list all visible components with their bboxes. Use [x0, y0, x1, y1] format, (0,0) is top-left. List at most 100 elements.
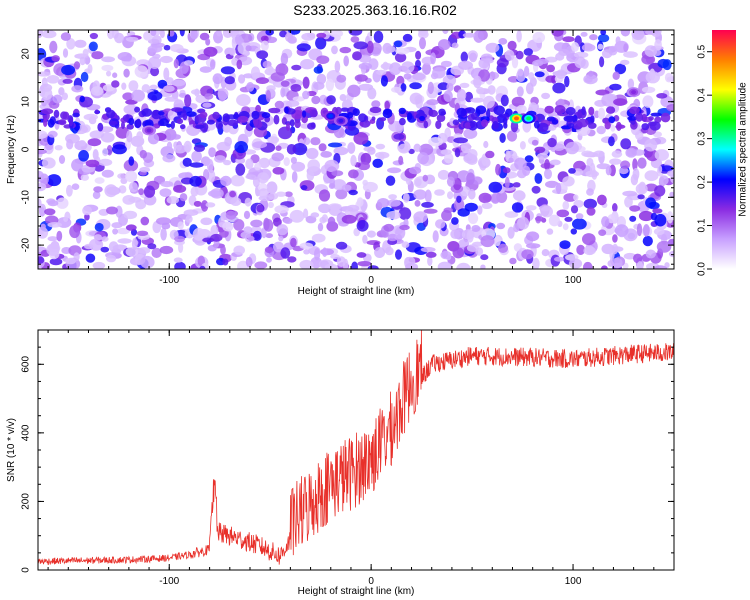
heatmap-noise-blob [318, 189, 331, 202]
heatmap-noise-blob [352, 51, 362, 61]
heatmap-noise-blob [450, 229, 461, 239]
heatmap-noise-blob [273, 241, 284, 253]
heatmap-noise-blob [380, 75, 388, 87]
heatmap-noise-blob [526, 243, 541, 249]
heatmap-noise-blob [98, 158, 113, 166]
heatmap-noise-blob [299, 259, 314, 269]
heatmap-noise-blob [413, 189, 427, 200]
heatmap-ylabel: Frequency (Hz) [6, 115, 17, 184]
heatmap-noise-blob [51, 55, 60, 62]
heatmap-noise-blob [612, 203, 618, 212]
heatmap-noise-blob [292, 143, 308, 156]
heatmap-noise-blob [403, 73, 412, 80]
heatmap-noise-blob [49, 258, 63, 266]
heatmap-noise-blob [463, 153, 478, 164]
heatmap-noise-blob [38, 30, 44, 39]
heatmap-noise-blob [588, 70, 594, 77]
heatmap-noise-blob [611, 150, 623, 158]
heatmap-band-blob [423, 120, 429, 129]
heatmap-noise-blob [351, 261, 358, 269]
heatmap-noise-blob [398, 143, 409, 153]
heatmap-band-blob [470, 112, 478, 120]
heatmap-noise-blob [38, 182, 47, 192]
heatmap-noise-blob [262, 60, 272, 69]
heatmap-noise-blob [597, 107, 606, 120]
heatmap-band-blob [284, 106, 289, 114]
heatmap-noise-blob [111, 222, 123, 229]
heatmap-noise-blob [104, 184, 118, 198]
heatmap-noise-blob [182, 157, 192, 167]
heatmap-noise-blob [424, 189, 432, 203]
heatmap-noise-blob [478, 58, 490, 69]
heatmap-noise-blob [585, 170, 599, 178]
heatmap-noise-blob [573, 194, 579, 201]
heatmap-noise-blob [100, 246, 110, 253]
heatmap-noise-blob [336, 256, 346, 267]
heatmap-noise-blob [160, 227, 167, 241]
heatmap-noise-blob [252, 230, 262, 241]
heatmap-noise-blob [126, 130, 133, 143]
heatmap-noise-blob [545, 75, 557, 83]
heatmap-noise-blob [278, 126, 293, 140]
heatmap-noise-blob [235, 34, 243, 45]
heatmap-noise-blob [546, 64, 555, 73]
heatmap-noise-blob [353, 41, 369, 50]
heatmap-noise-blob [183, 60, 194, 66]
heatmap-noise-blob [233, 219, 245, 231]
heatmap-noise-blob [504, 49, 515, 61]
heatmap-feature-core [338, 118, 344, 123]
heatmap-noise-blob [441, 209, 452, 222]
heatmap-noise-blob [311, 95, 321, 105]
heatmap-noise-blob [562, 200, 570, 210]
heatmap-noise-blob [623, 43, 629, 53]
heatmap-noise-blob [318, 203, 332, 214]
heatmap-band-blob [544, 105, 554, 114]
heatmap-noise-blob [275, 63, 289, 76]
heatmap-noise-blob [419, 37, 426, 50]
heatmap-noise-blob [94, 222, 104, 232]
heatmap-noise-blob [184, 94, 192, 108]
heatmap-noise-blob [328, 203, 342, 211]
heatmap-noise-blob [107, 30, 115, 40]
heatmap-noise-blob [637, 157, 647, 169]
heatmap-noise-blob [207, 245, 217, 252]
heatmap-noise-blob [299, 242, 314, 250]
heatmap-noise-blob [572, 218, 587, 230]
heatmap-noise-blob [83, 113, 99, 121]
heatmap-noise-blob [291, 171, 298, 183]
heatmap-noise-blob [123, 210, 138, 220]
heatmap-noise-blob [644, 170, 659, 182]
heatmap-noise-blob [623, 252, 637, 260]
heatmap-noise-blob [456, 89, 467, 102]
heatmap-noise-blob [576, 244, 586, 255]
heatmap-band-blob [641, 123, 650, 131]
heatmap-band-blob [141, 108, 153, 117]
snr-line-area [38, 330, 674, 566]
heatmap-noise-blob [111, 80, 120, 88]
heatmap-noise-blob [413, 211, 428, 223]
heatmap-noise-blob [243, 226, 253, 234]
heatmap-noise-blob [46, 243, 60, 256]
heatmap-noise-blob [402, 192, 410, 203]
heatmap-noise-blob [609, 83, 622, 91]
heatmap-noise-blob [148, 56, 162, 69]
heatmap-band-blob [649, 121, 661, 131]
heatmap-band-blob [641, 113, 648, 122]
heatmap-ytick-label: -20 [21, 237, 32, 252]
heatmap-noise-blob [40, 223, 46, 230]
heatmap-noise-blob [644, 138, 658, 152]
heatmap-noise-blob [47, 236, 58, 242]
heatmap-noise-blob [265, 233, 274, 239]
heatmap-band-blob [407, 112, 413, 121]
heatmap-noise-blob [463, 128, 478, 139]
heatmap-noise-blob [328, 183, 336, 189]
heatmap-noise-blob [631, 30, 645, 41]
heatmap-band-blob [237, 115, 249, 123]
heatmap-noise-blob [485, 42, 500, 53]
heatmap-noise-blob [427, 81, 434, 95]
heatmap-noise-blob [286, 144, 297, 155]
heatmap-noise-blob [243, 210, 251, 220]
heatmap-noise-blob [516, 30, 522, 43]
heatmap-noise-blob [473, 30, 485, 43]
heatmap-noise-blob [523, 65, 530, 77]
